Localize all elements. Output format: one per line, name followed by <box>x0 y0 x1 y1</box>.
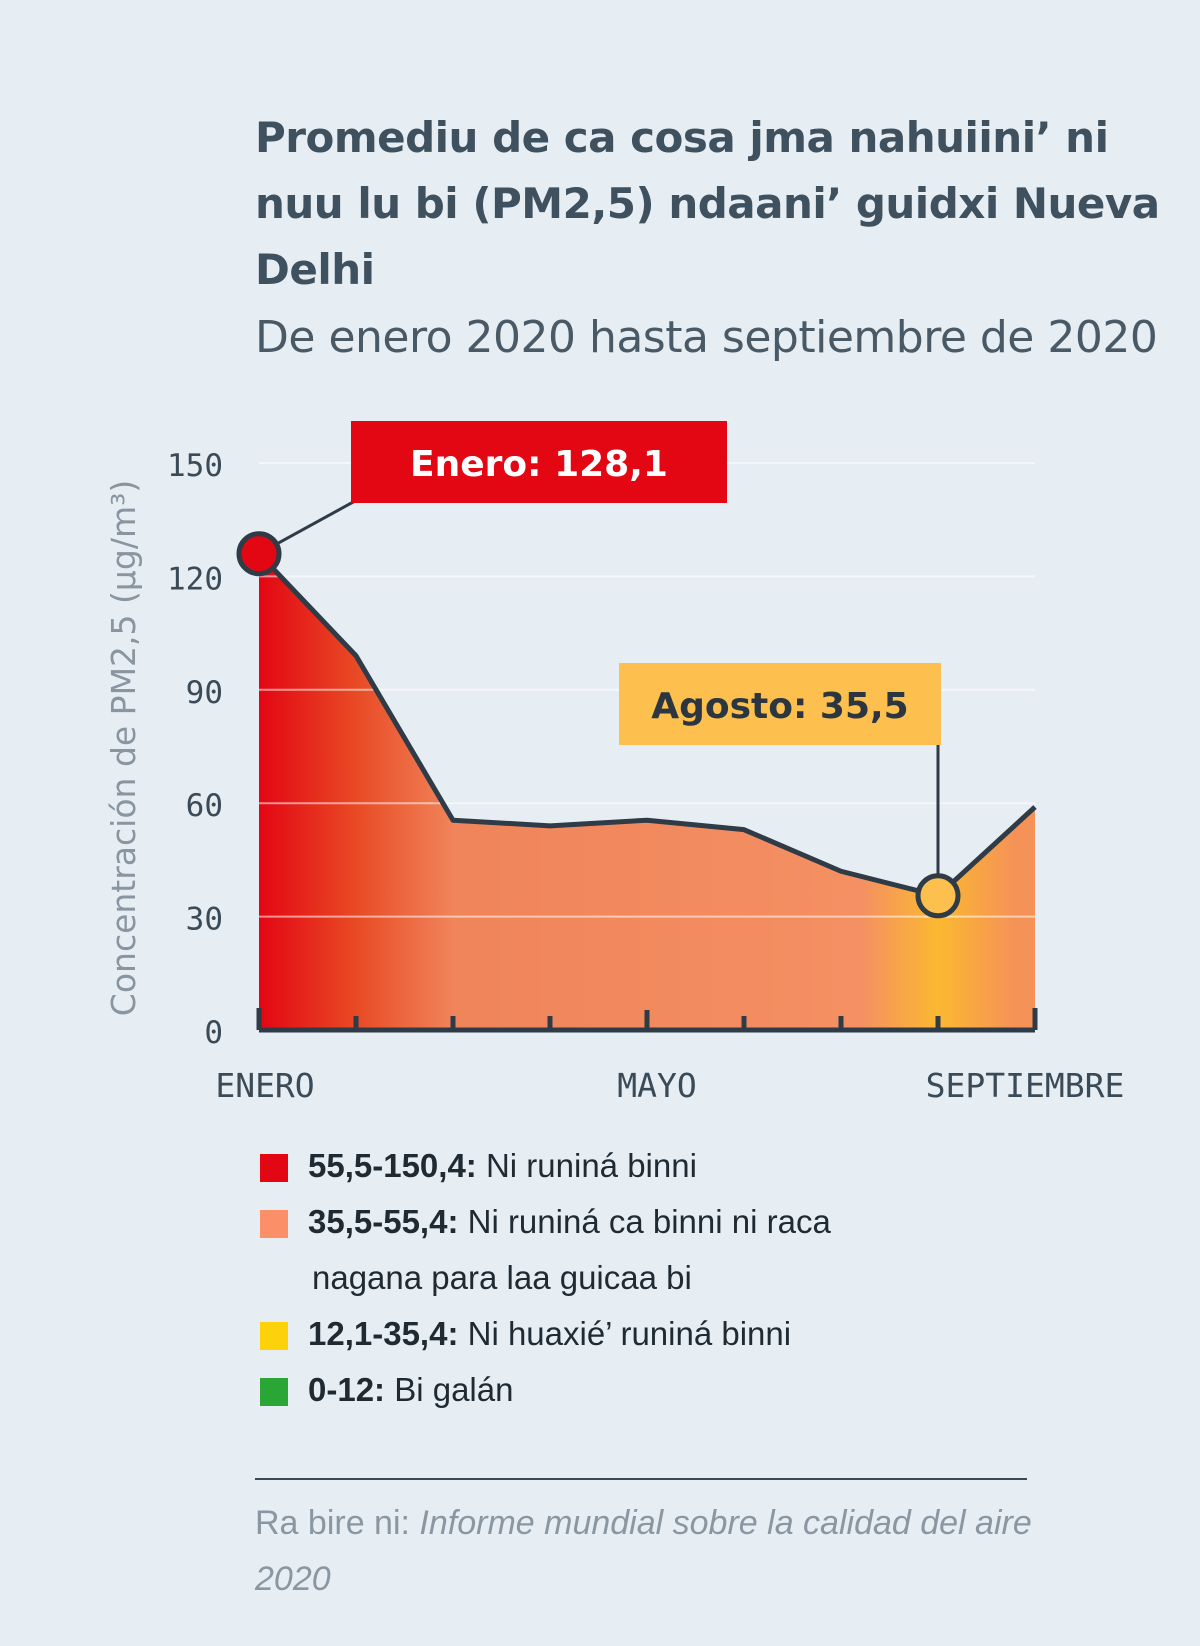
legend-desc: Ni runiná binni <box>485 1147 697 1184</box>
source-work: Informe mundial sobre la calidad del air… <box>255 1504 1032 1598</box>
legend-range: 0-12: <box>308 1371 386 1408</box>
legend-range: 12,1-35,4: <box>308 1315 459 1352</box>
legend-swatch-orange <box>260 1210 288 1238</box>
legend-item: 55,5-150,4: Ni runiná binni <box>258 1145 1058 1187</box>
y-axis-title: Concentración de PM2,5 (µg/m³) <box>104 480 143 1016</box>
data-line <box>257 551 1037 899</box>
source-divider <box>255 1478 1027 1480</box>
pm25-area-chart: 0 30 60 90 120 150 Concentración de PM2,5 (µg/… <box>104 421 1125 1105</box>
area-fill <box>259 553 1035 1030</box>
annotation-box <box>351 421 727 503</box>
y-tick-label: 120 <box>167 561 223 597</box>
legend-item: 12,1-35,4: Ni huaxié’ runiná binni <box>258 1313 1058 1355</box>
x-tick-label: ENERO <box>215 1066 314 1105</box>
legend-item: 0-12: Bi galán <box>258 1369 1058 1411</box>
legend-desc: Bi galán <box>394 1371 514 1408</box>
legend-swatch-green <box>260 1378 288 1406</box>
annotation-marker <box>236 531 282 577</box>
y-tick-label: 60 <box>186 788 223 824</box>
x-tick-label: SEPTIEMBRE <box>926 1066 1125 1105</box>
annotation-label: Agosto: 35,5 <box>651 686 908 727</box>
chart-subtitle: De enero 2020 hasta septiembre de 2020 <box>255 312 1158 363</box>
legend-desc: Ni runiná ca binni ni raca <box>467 1203 831 1240</box>
y-tick-label: 30 <box>186 902 223 938</box>
source-note: Ra bire ni: Informe mundial sobre la cal… <box>255 1495 1055 1607</box>
legend-range: 35,5-55,4: <box>308 1203 459 1240</box>
legend-desc-continued: nagana para laa guicaa bi <box>312 1259 692 1296</box>
title-block: Promediu de ca cosa jma nahuiini’ ni nuu… <box>255 105 1175 373</box>
chart-title: Promediu de ca cosa jma nahuiini’ ni nuu… <box>255 113 1160 294</box>
x-tick-label: MAYO <box>617 1066 696 1105</box>
annotation-box <box>619 663 941 745</box>
y-tick-label: 90 <box>186 675 223 711</box>
legend-swatch-yellow <box>260 1322 288 1350</box>
annotation-label: Enero: 128,1 <box>410 444 668 485</box>
legend-item: 35,5-55,4: Ni runiná ca binni ni raca na… <box>258 1201 1058 1299</box>
source-prefix: Ra bire ni: <box>255 1504 410 1542</box>
legend-desc: Ni huaxié’ runiná binni <box>467 1315 792 1352</box>
annotation-marker <box>915 873 961 919</box>
legend-range: 55,5-150,4: <box>308 1147 477 1184</box>
legend: 55,5-150,4: Ni runiná binni 35,5-55,4: N… <box>258 1145 1058 1425</box>
y-tick-label: 0 <box>204 1015 223 1051</box>
legend-swatch-red <box>260 1154 288 1182</box>
y-tick-label: 150 <box>167 448 223 484</box>
